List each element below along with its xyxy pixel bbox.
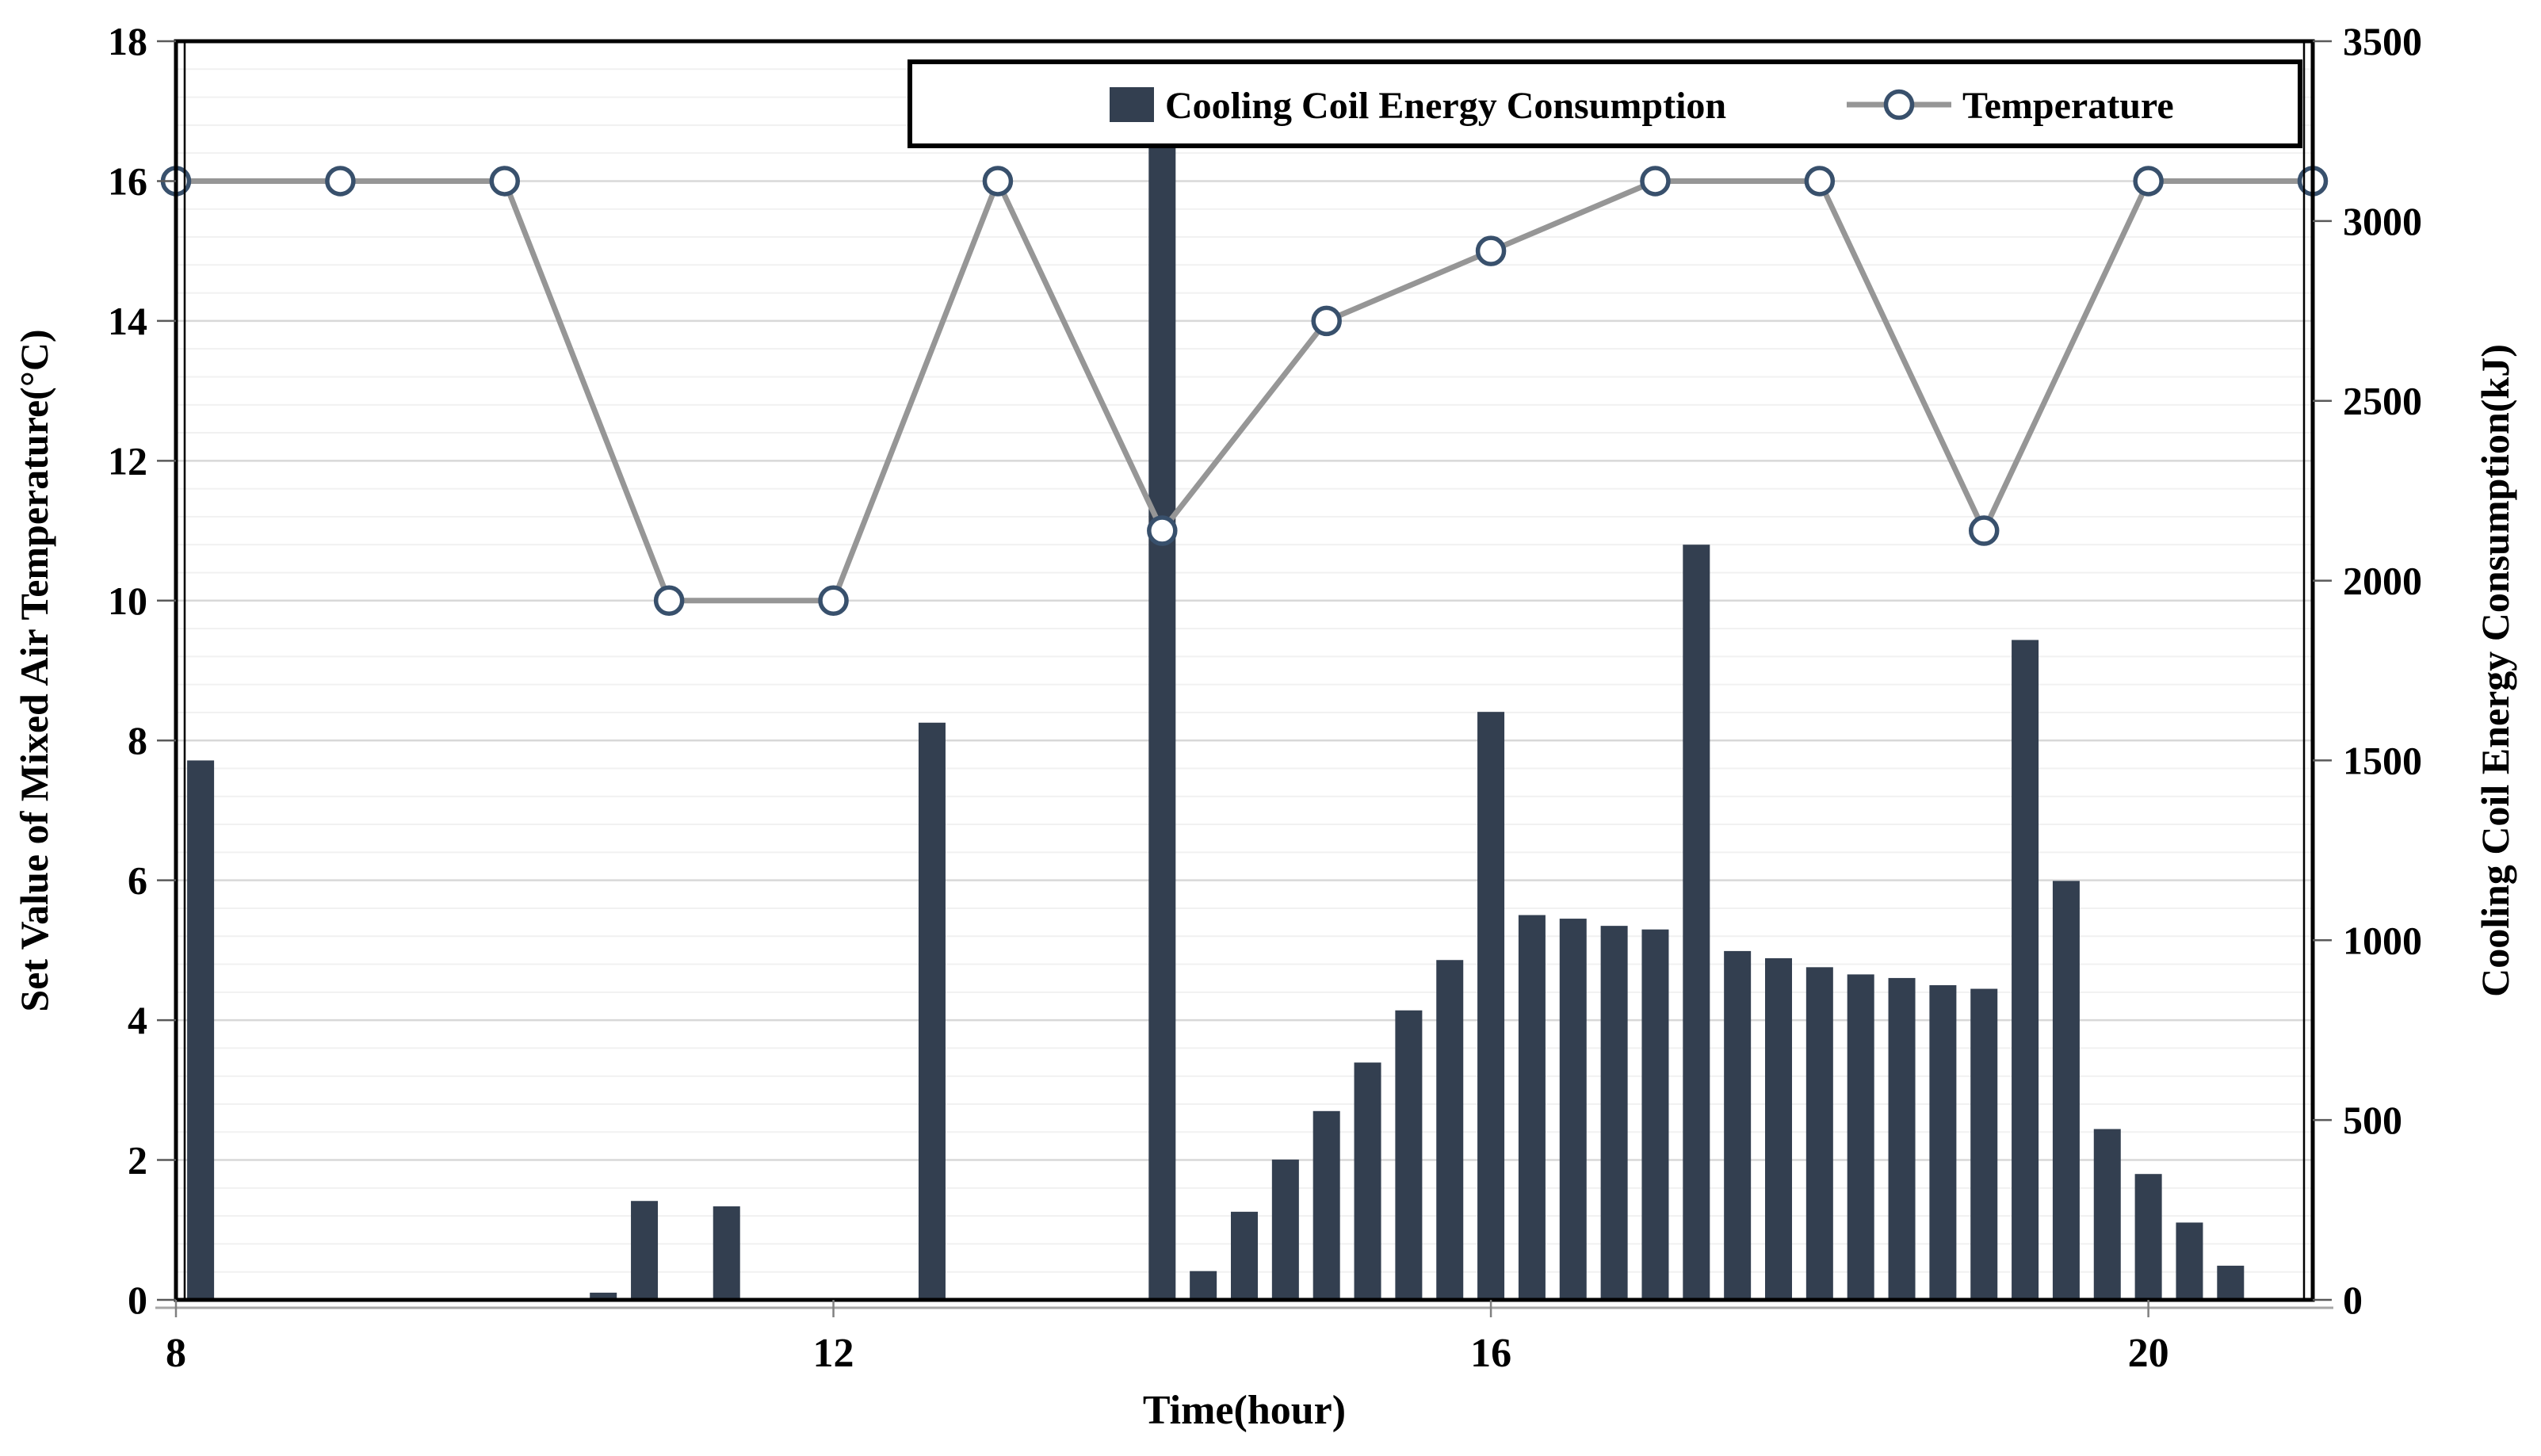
bar-cooling-coil-energy: [1436, 960, 1464, 1300]
bar-cooling-coil-energy: [1847, 974, 1874, 1300]
bar-cooling-coil-energy: [918, 722, 946, 1300]
y-left-tick-label: 12: [108, 438, 147, 483]
y-right-tick-label: 1500: [2343, 738, 2422, 782]
bar-cooling-coil-energy: [590, 1292, 617, 1300]
legend: Cooling Coil Energy Consumption Temperatu…: [908, 59, 2302, 148]
bar-cooling-coil-energy: [1271, 1160, 1299, 1300]
bar-cooling-coil-energy: [2134, 1174, 2162, 1300]
legend-label-temperature: Temperature: [1962, 85, 2174, 127]
bar-cooling-coil-energy: [1559, 919, 1587, 1300]
temperature-marker-icon: [818, 585, 849, 617]
axes-and-border: [155, 39, 2333, 1309]
bar-cooling-coil-energy: [1477, 712, 1505, 1300]
temperature-marker-icon: [1804, 166, 1836, 197]
bar-cooling-coil-energy: [1805, 967, 1833, 1300]
y-right-tick-label: 2000: [2343, 559, 2422, 603]
axis-ticks: [157, 40, 2332, 1317]
bar-cooling-coil-energy: [2176, 1222, 2203, 1300]
temperature-line: [176, 174, 2313, 604]
temperature-marker-icon: [489, 166, 521, 197]
y-right-tick-label: 1000: [2343, 918, 2422, 962]
y-right-tick-label: 0: [2343, 1278, 2363, 1322]
temperature-marker-icon: [325, 166, 356, 197]
temperature-marker-icon: [1640, 166, 1671, 197]
y-left-tick-label: 8: [128, 718, 147, 762]
x-tick-label: 8: [166, 1331, 186, 1376]
temperature-marker-icon: [1147, 515, 1178, 546]
bar-cooling-coil-energy: [631, 1201, 659, 1300]
bar-cooling-coil-energy: [1148, 134, 1176, 1301]
bar-cooling-coil-energy: [1600, 926, 1628, 1300]
legend-bar-swatch-icon: [1110, 87, 1154, 122]
y-left-tick-label: 6: [128, 858, 147, 903]
x-tick-label: 20: [2128, 1331, 2169, 1376]
y-right-axis-title: Cooling Coil Energy Consumption(kJ): [2473, 344, 2517, 997]
bar-cooling-coil-energy: [1888, 977, 1916, 1300]
bar-cooling-coil-energy: [187, 760, 215, 1300]
legend-circle-marker-icon: [1883, 89, 1915, 120]
bar-cooling-coil-energy: [1395, 1010, 1423, 1300]
y-left-tick-label: 10: [108, 579, 147, 623]
x-tick-label: 12: [813, 1331, 854, 1376]
plot-border: [174, 39, 2315, 1302]
bar-cooling-coil-energy: [2052, 881, 2080, 1300]
bars-series-cooling-coil: [187, 134, 2245, 1301]
y-left-tick-label: 14: [108, 299, 147, 343]
bar-cooling-coil-energy: [1313, 1110, 1340, 1300]
bar-cooling-coil-energy: [1724, 950, 1752, 1300]
bar-cooling-coil-energy: [1518, 915, 1546, 1300]
y-left-tick-label: 0: [128, 1278, 147, 1322]
y-right-tick-label: 2500: [2343, 379, 2422, 423]
temperature-marker-icon: [1475, 235, 1507, 266]
temperature-line-series: [160, 166, 2329, 617]
temperature-marker-icon: [1311, 305, 1342, 337]
y-right-tick-label: 3000: [2343, 199, 2422, 243]
axis-tick-labels: 0 2 4 6 8 10 12 14 16 18 0 500 1000 1500 2000 2500 3000 3…: [108, 19, 2422, 1376]
bar-cooling-coil-energy: [1354, 1062, 1381, 1300]
temperature-marker-icon: [2133, 166, 2164, 197]
y-right-tick-label: 3500: [2343, 19, 2422, 63]
bar-cooling-coil-energy: [713, 1206, 740, 1300]
y-left-tick-label: 18: [108, 19, 147, 63]
temperature-marker-icon: [982, 166, 1014, 197]
y-left-tick-label: 4: [128, 998, 147, 1042]
x-tick-label: 16: [1470, 1331, 1511, 1376]
bar-cooling-coil-energy: [2012, 640, 2039, 1300]
bar-cooling-coil-energy: [1641, 929, 1669, 1300]
y-left-tick-label: 2: [128, 1138, 147, 1183]
bar-cooling-coil-energy: [1765, 957, 1792, 1300]
bar-cooling-coil-energy: [1231, 1211, 1258, 1300]
bar-cooling-coil-energy: [2093, 1129, 2121, 1300]
temperature-marker-icon: [1968, 515, 2000, 546]
bar-cooling-coil-energy: [1190, 1271, 1217, 1300]
bar-cooling-coil-energy: [1929, 985, 1957, 1300]
y-left-tick-label: 16: [108, 159, 147, 203]
x-axis-title: Time(hour): [1143, 1388, 1346, 1433]
y-right-tick-label: 500: [2343, 1098, 2402, 1142]
y-left-axis-title: Set Value of Mixed Air Temperature(°C): [12, 329, 56, 1011]
legend-label-cooling-coil: Cooling Coil Energy Consumption: [1165, 85, 1726, 127]
temperature-marker-icon: [653, 585, 685, 617]
gridlines: [176, 68, 2313, 1273]
bar-cooling-coil-energy: [1970, 988, 1998, 1300]
axis-titles: Set Value of Mixed Air Temperature(°C) Co…: [12, 329, 2517, 1433]
bar-cooling-coil-energy: [2217, 1265, 2245, 1300]
bar-cooling-coil-energy: [1683, 545, 1710, 1300]
